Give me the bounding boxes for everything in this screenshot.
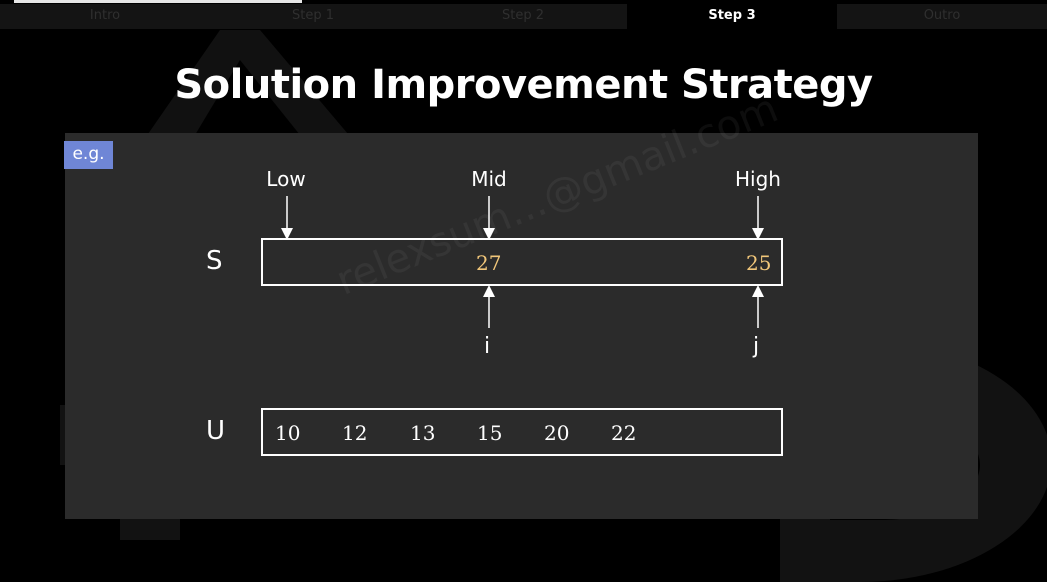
array-label-u: U <box>206 416 226 446</box>
array-u-value: 15 <box>477 421 503 445</box>
array-u-value: 13 <box>410 421 436 445</box>
example-tag: e.g. <box>64 141 113 169</box>
tab-step-2[interactable]: Step 2 <box>501 8 544 23</box>
array-u-value: 22 <box>611 421 637 445</box>
step-tab-bar: Intro Step 1 Step 2 Step 3 Outro <box>0 4 1047 29</box>
array-s-box <box>261 238 783 286</box>
progress-bar <box>14 0 302 3</box>
array-u-value: 10 <box>275 421 301 445</box>
array-u-box <box>261 408 783 456</box>
index-label-j: j <box>753 334 760 359</box>
tab-intro[interactable]: Intro <box>89 8 121 23</box>
index-label-i: i <box>484 334 491 359</box>
tab-outro[interactable]: Outro <box>923 8 961 23</box>
array-s-value: 27 <box>476 251 502 275</box>
array-s-value: 25 <box>746 251 772 275</box>
pointer-label-high: High <box>735 167 781 191</box>
array-u-value: 12 <box>342 421 368 445</box>
pointer-label-mid: Mid <box>471 167 507 191</box>
tab-step-1[interactable]: Step 1 <box>291 8 334 23</box>
tab-step-3[interactable]: Step 3 <box>627 4 837 29</box>
array-u-value: 20 <box>544 421 570 445</box>
pointer-label-low: Low <box>266 167 306 191</box>
page-title: Solution Improvement Strategy <box>174 62 873 108</box>
array-label-s: S <box>206 246 223 276</box>
